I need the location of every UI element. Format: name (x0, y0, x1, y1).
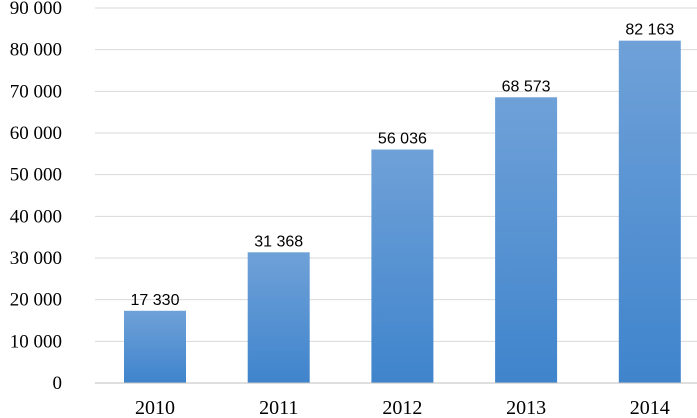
y-axis-ticks: 0 10 000 20 000 30 000 40 000 50 000 60 000 70 … (10, 0, 62, 394)
data-label-2014: 82 163 (625, 22, 674, 39)
y-tick-label: 40 000 (10, 206, 62, 227)
bar-2013 (495, 97, 558, 383)
bar-2010 (124, 310, 186, 383)
data-label-2010: 17 330 (131, 292, 180, 309)
x-tick-label-2014: 2014 (630, 397, 670, 418)
bar-2014 (618, 40, 681, 383)
data-label-2011: 31 368 (254, 233, 303, 250)
x-tick-label-2011: 2011 (259, 397, 298, 418)
x-axis-ticks: 2010 2011 2012 2013 2014 (135, 397, 670, 418)
y-tick-label: 50 000 (10, 165, 62, 186)
y-tick-label: 60 000 (10, 123, 62, 144)
bar-2012 (371, 149, 434, 383)
x-tick-label-2012: 2012 (382, 397, 422, 418)
data-labels: 17 330 31 368 56 036 68 573 82 163 (131, 22, 675, 309)
data-label-2012: 56 036 (378, 131, 427, 148)
y-tick-label: 70 000 (10, 81, 62, 102)
y-tick-label: 20 000 (10, 290, 62, 311)
y-tick-label: 0 (53, 373, 63, 394)
data-label-2013: 68 573 (502, 78, 551, 95)
bars (124, 40, 681, 383)
y-tick-label: 80 000 (10, 40, 62, 61)
x-tick-label-2010: 2010 (135, 397, 175, 418)
y-tick-label: 30 000 (10, 248, 62, 269)
x-tick-label-2013: 2013 (506, 397, 546, 418)
bar-2011 (247, 252, 310, 383)
y-tick-label: 10 000 (10, 331, 62, 352)
y-tick-label: 90 000 (10, 0, 62, 19)
